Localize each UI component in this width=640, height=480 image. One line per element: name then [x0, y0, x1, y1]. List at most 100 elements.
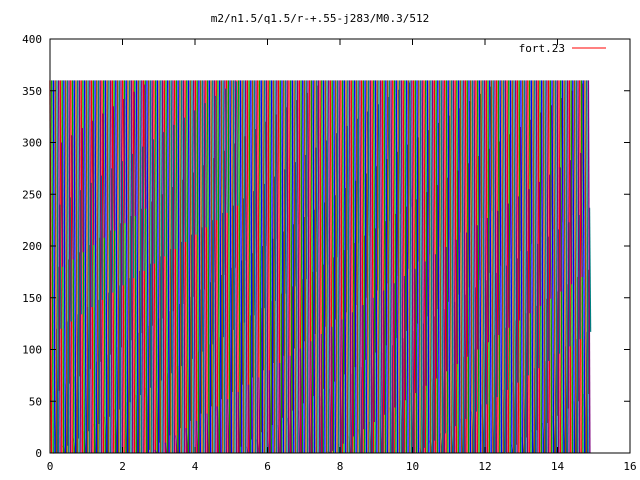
- series-trace-segment: [69, 197, 72, 322]
- series-trace-line: [572, 80, 575, 454]
- series-trace-line: [172, 80, 176, 454]
- series-trace-line: [528, 80, 532, 454]
- series-trace-line: [424, 80, 428, 454]
- series-trace-segment: [185, 428, 188, 454]
- series-trace-line: [312, 80, 316, 454]
- series-trace-line: [198, 80, 202, 454]
- x-tick-label: 4: [192, 460, 199, 473]
- series-trace-line: [96, 80, 99, 454]
- series-trace-segment: [351, 312, 355, 437]
- series-trace-line: [168, 80, 172, 454]
- series-trace-segment: [414, 268, 417, 393]
- series-trace-line: [449, 80, 453, 454]
- series-trace-segment: [204, 103, 207, 228]
- series-trace-line: [471, 80, 475, 454]
- series-trace-line: [359, 80, 363, 454]
- series-trace-line: [251, 80, 255, 454]
- series-trace-line: [473, 80, 477, 454]
- x-tick-label: 6: [264, 460, 271, 473]
- series-trace-line: [334, 80, 338, 454]
- series-trace-line: [244, 80, 248, 454]
- series-trace-line: [78, 80, 82, 454]
- series-trace-line: [414, 80, 418, 454]
- series-trace-line: [366, 80, 369, 454]
- series-trace-line: [540, 80, 544, 454]
- series-trace-segment: [569, 160, 573, 285]
- series-trace-line: [109, 80, 113, 454]
- series-trace-line: [170, 80, 174, 454]
- series-trace-line: [156, 80, 160, 454]
- series-trace-line: [520, 80, 524, 454]
- series-trace-line: [196, 80, 200, 454]
- series-trace-line: [293, 80, 297, 454]
- series-trace-segment: [123, 99, 126, 224]
- series-trace-line: [232, 80, 236, 454]
- series-trace-line: [130, 80, 134, 454]
- series-trace-segment: [382, 290, 386, 415]
- series-trace-line: [59, 80, 63, 454]
- series-trace-line: [82, 80, 86, 454]
- series-trace-segment: [60, 142, 64, 267]
- series-trace-line: [412, 80, 416, 454]
- series-trace-line: [173, 80, 177, 454]
- series-trace-line: [373, 80, 376, 454]
- x-tick-label: 0: [47, 460, 54, 473]
- series-trace-line: [104, 80, 108, 454]
- series-trace-line: [566, 80, 570, 454]
- series-trace-line: [535, 80, 539, 454]
- series-trace-line: [551, 80, 555, 454]
- series-trace-line: [431, 80, 435, 454]
- series-trace-line: [70, 80, 73, 454]
- series-trace-line: [310, 80, 314, 454]
- series-trace-line: [61, 80, 65, 454]
- series-trace-line: [357, 80, 361, 454]
- series-trace-line: [250, 80, 253, 454]
- series-trace-line: [464, 80, 468, 454]
- series-trace-segment: [195, 420, 199, 454]
- series-trace-line: [364, 80, 368, 454]
- series-trace-segment: [497, 210, 500, 336]
- series-trace-line: [444, 80, 447, 454]
- series-trace-line: [149, 80, 153, 454]
- series-trace-line: [184, 80, 188, 454]
- series-trace-line: [561, 80, 565, 454]
- series-trace-line: [489, 80, 492, 454]
- series-trace-line: [224, 80, 227, 454]
- series-trace-line: [393, 80, 397, 454]
- series-trace-line: [542, 80, 546, 454]
- series-trace-line: [286, 80, 290, 454]
- series-trace-line: [186, 80, 189, 454]
- series-trace-line: [400, 80, 404, 454]
- chart-title: m2/n1.5/q1.5/r-+.55-j283/M0.3/512: [211, 12, 430, 25]
- series-trace-line: [546, 80, 549, 454]
- series-trace-line: [430, 80, 434, 454]
- series-trace-line: [239, 80, 243, 454]
- x-tick-label: 2: [119, 460, 126, 473]
- series-trace-line: [321, 80, 324, 454]
- series-trace-line: [523, 80, 527, 454]
- series-trace-segment: [517, 196, 521, 321]
- series-trace-line: [568, 80, 572, 454]
- series-trace-line: [120, 80, 124, 454]
- series-trace-line: [154, 80, 158, 454]
- series-trace-line: [404, 80, 408, 454]
- series-trace-segment: [237, 391, 240, 454]
- series-trace-segment: [588, 207, 592, 332]
- series-trace-line: [234, 80, 238, 454]
- series-trace-line: [385, 80, 388, 454]
- series-trace-line: [445, 80, 449, 454]
- series-trace-line: [386, 80, 390, 454]
- series-trace-line: [52, 80, 56, 454]
- series-trace-segment: [227, 399, 230, 454]
- series-trace-line: [362, 80, 366, 454]
- series-trace-line: [270, 80, 274, 454]
- y-tick-label: 200: [22, 240, 42, 253]
- series-trace-line: [218, 80, 222, 454]
- series-trace-line: [161, 80, 165, 454]
- series-trace-line: [85, 80, 89, 454]
- y-tick-label: 0: [35, 447, 42, 460]
- series-trace-line: [525, 80, 529, 454]
- series-trace-line: [151, 80, 155, 454]
- series-trace-segment: [455, 239, 458, 364]
- series-trace-line: [547, 80, 551, 454]
